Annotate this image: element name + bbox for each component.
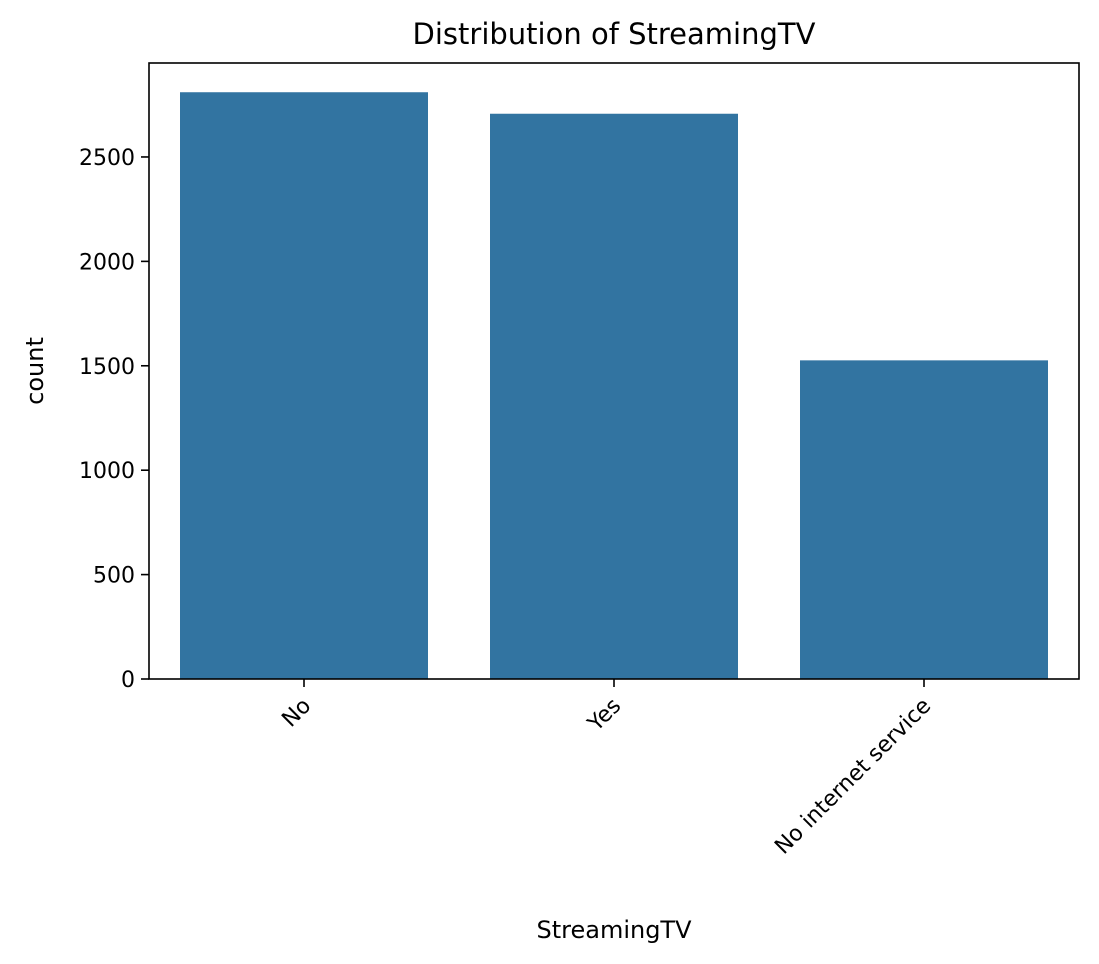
x-tick-label-1: Yes — [583, 694, 626, 737]
y-tick-label-0: 0 — [121, 668, 135, 693]
x-axis: No Yes No internet service — [277, 679, 936, 860]
chart-title: Distribution of StreamingTV — [413, 17, 816, 51]
x-axis-label: StreamingTV — [536, 916, 692, 944]
plot-frame — [148, 62, 1080, 680]
y-axis-label: count — [21, 337, 49, 405]
x-tick-label-2: No internet service — [770, 694, 936, 860]
x-tick-label-0: No — [277, 694, 316, 733]
y-tick-label-5: 2500 — [79, 146, 135, 171]
y-tick-label-1: 500 — [93, 564, 135, 589]
y-tick-label-2: 1000 — [79, 459, 135, 484]
y-tick-label-3: 1500 — [79, 355, 135, 380]
bar-2 — [800, 360, 1048, 679]
bars-group — [180, 92, 1048, 680]
y-axis: 0 500 1000 1500 2000 2500 — [79, 146, 149, 693]
bar-1 — [490, 113, 738, 679]
bar-0 — [180, 92, 428, 680]
y-tick-label-4: 2000 — [79, 250, 135, 275]
